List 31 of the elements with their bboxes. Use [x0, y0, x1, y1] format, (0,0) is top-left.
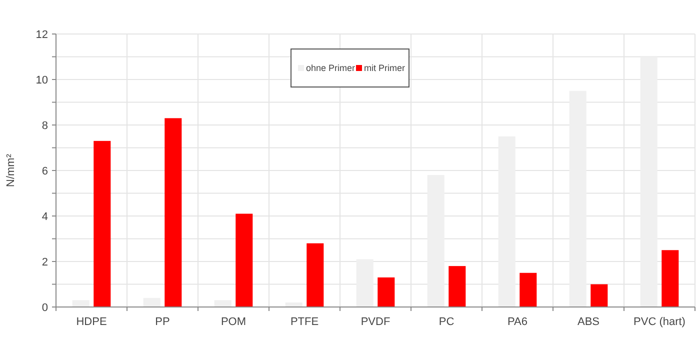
y-tick-label: 12: [36, 28, 48, 41]
legend-label: mit Primer: [364, 63, 405, 74]
legend-label: ohne Primer: [306, 63, 356, 74]
bar: [306, 243, 324, 307]
x-tick-label: PTFE: [290, 316, 319, 328]
x-tick-label: PA6: [508, 316, 528, 328]
x-tick-label: POM: [220, 316, 246, 328]
bar: [590, 284, 608, 307]
bar: [164, 118, 182, 307]
bar: [378, 277, 395, 307]
y-tick-label: 10: [36, 74, 48, 86]
bar: [143, 298, 160, 307]
y-tick-label: 2: [42, 256, 48, 268]
bar: [662, 250, 679, 307]
x-tick-label: HDPE: [76, 316, 107, 328]
y-tick-label: 8: [42, 120, 48, 132]
y-tick-label: 4: [42, 210, 48, 223]
bar: [448, 266, 466, 307]
y-tick-label: 0: [42, 302, 48, 314]
x-tick-label: PC: [438, 316, 454, 328]
x-tick-label: ABS: [577, 316, 600, 328]
y-tick-label: 6: [42, 165, 48, 178]
x-tick-label: PP: [155, 316, 170, 328]
bar: [214, 300, 232, 307]
bar: [72, 300, 90, 307]
y-axis-title: N/mm²: [5, 154, 17, 187]
bar: [94, 140, 111, 307]
bar: [520, 272, 537, 307]
x-tick-label: PVDF: [360, 316, 390, 328]
bar: [236, 214, 253, 307]
x-tick-label: PVC (hart): [634, 316, 686, 328]
